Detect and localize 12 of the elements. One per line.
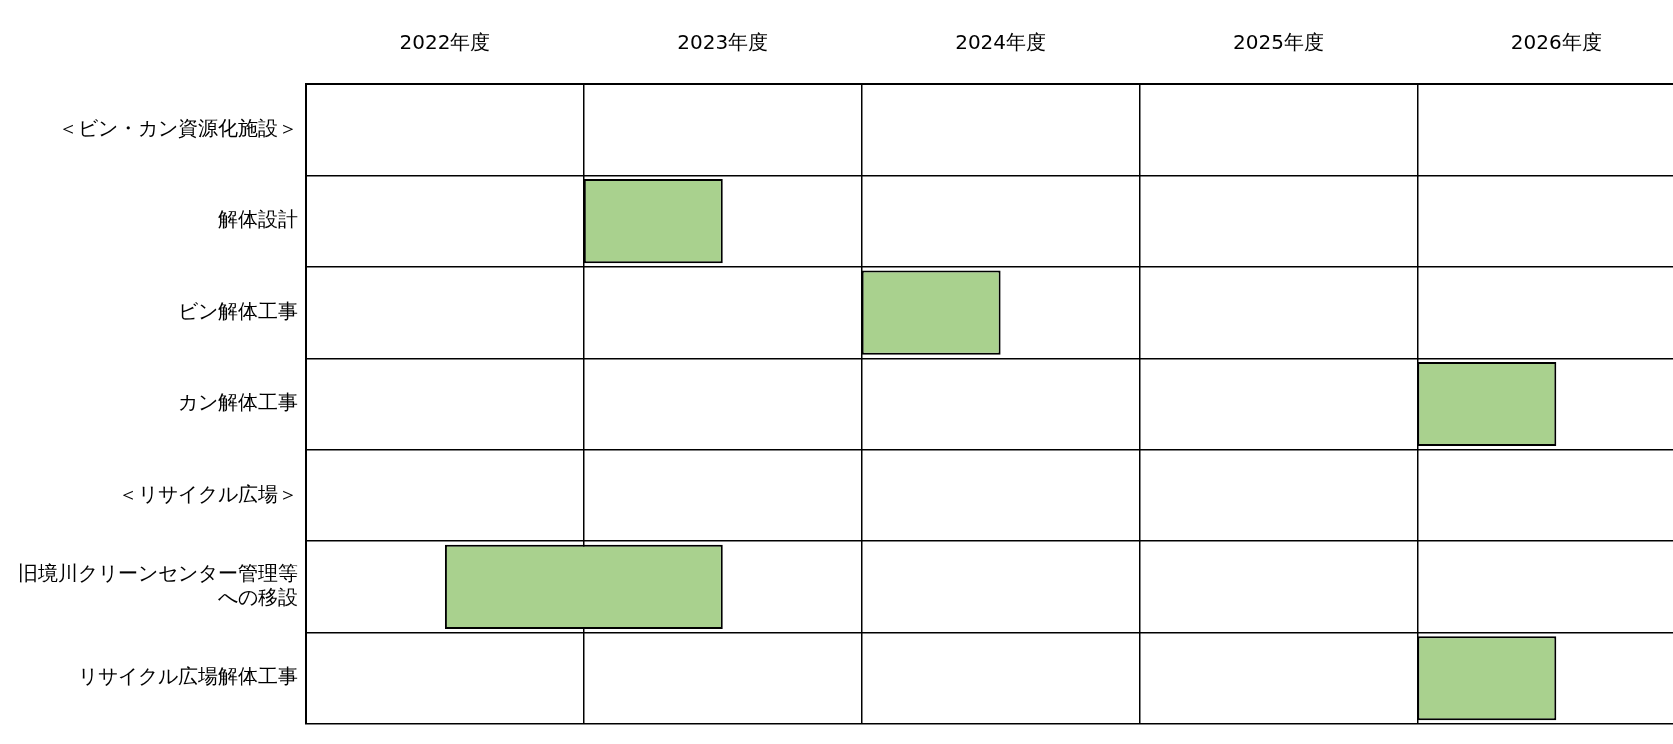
y-tick-label: リサイクル広場解体工事 <box>78 664 298 689</box>
y-tick-label: ビン解体工事 <box>178 298 298 323</box>
y-tick-label: ＜ビン・カン資源化施設＞ <box>58 115 298 140</box>
x-tick-label: 2025年度 <box>1233 30 1324 55</box>
y-tick-label: ＜リサイクル広場＞ <box>118 481 298 506</box>
y-tick-label: 旧境川クリーンセンター管理等への移設 <box>18 561 298 610</box>
x-tick-label: 2024年度 <box>955 30 1047 55</box>
x-tick-label: 2022年度 <box>399 30 491 55</box>
x-tick-label: 2026年度 <box>1510 30 1602 55</box>
y-tick-label: 解体設計 <box>218 207 298 232</box>
y-tick-label: カン解体工事 <box>178 390 298 415</box>
x-tick-label: 2023年度 <box>677 30 769 55</box>
